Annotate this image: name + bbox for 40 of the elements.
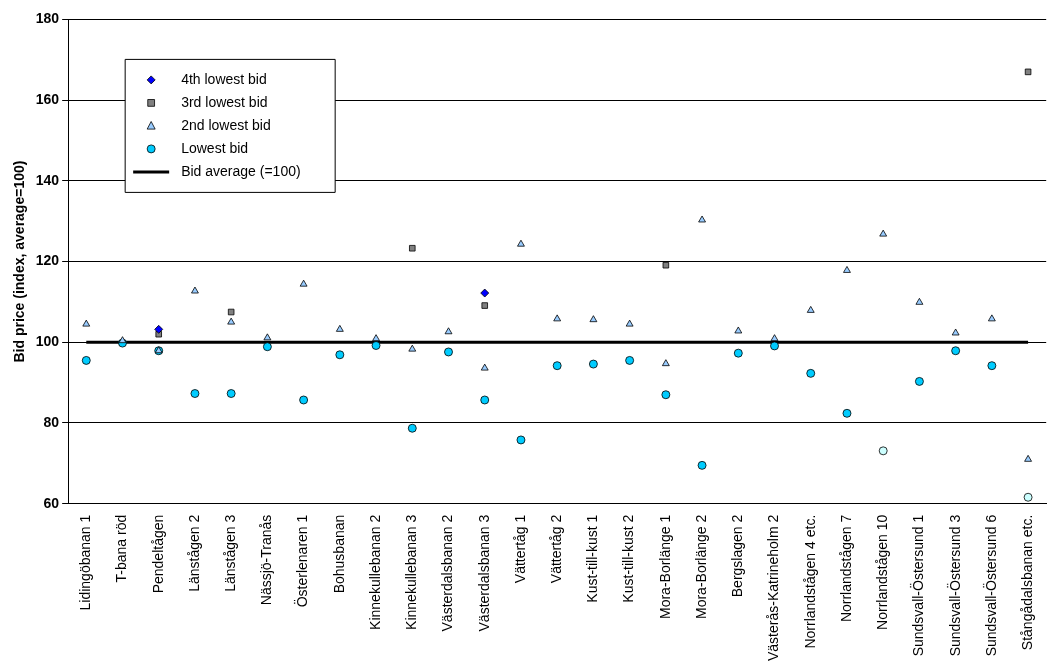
x-tick-label: Mora-Borlänge 1: [656, 514, 673, 619]
x-tick-label: Kust-till-kust 2: [620, 514, 637, 603]
x-tick-label: Stångådalsbanan etc.: [1018, 514, 1035, 651]
y-tick-label: 140: [35, 171, 60, 188]
y-tick-label: 100: [35, 333, 60, 350]
x-tick-label: Kinnekullebanan 2: [366, 514, 383, 630]
x-tick-label: Norrlandstågen 10: [874, 514, 891, 630]
x-tick-label: Pendeltågen: [149, 514, 166, 594]
y-tick-label: 180: [35, 10, 60, 27]
legend-label: 3rd lowest bid: [181, 93, 268, 110]
x-tick-label: Vättertåg 2: [548, 514, 565, 584]
x-tick-label: Kust-till-kust 1: [584, 514, 601, 603]
x-tick-label: Västerdalsbanan 2: [439, 514, 456, 632]
x-tick-label: Vättertåg 1: [511, 514, 528, 584]
x-tick-label: Sundsvall-Östersund 1: [909, 514, 927, 657]
x-tick-label: Sundsvall-Östersund 3: [945, 514, 963, 657]
x-tick-label: Västerås-Katrineholm 2: [765, 514, 782, 662]
x-tick-label: Sundsvall-Östersund 6: [981, 514, 999, 657]
y-axis-title: Bid price (index, average=100): [11, 160, 28, 363]
x-tick-label: Norrlandstågen 7: [837, 514, 854, 623]
y-tick-label: 60: [43, 494, 60, 511]
y-tick-label: 80: [43, 413, 60, 430]
legend-label: 2nd lowest bid: [181, 116, 271, 133]
x-tick-label: Norrlandstågen 4 etc.: [801, 514, 818, 649]
legend-label: Lowest bid: [181, 139, 249, 156]
y-tick-label: 160: [35, 90, 60, 107]
legend-label: Bid average (=100): [181, 162, 301, 179]
x-tick-label: Länstågen 3: [222, 514, 239, 592]
x-tick-label: Lidingöbanan 1: [77, 514, 94, 611]
x-tick-label: Nässjö-Tranås: [258, 514, 275, 606]
x-tick-label: Bergslagen 2: [729, 514, 746, 598]
y-tick-label: 120: [35, 252, 60, 269]
x-tick-label: Västerdalsbanan 3: [475, 514, 492, 632]
x-tick-label: T-bana röd: [113, 514, 130, 583]
x-tick-label: Mora-Borlänge 2: [692, 514, 709, 619]
x-tick-label: Länstågen 2: [185, 514, 202, 592]
legend-label: 4th lowest bid: [181, 70, 267, 87]
x-tick-label: Österlenaren 1: [293, 514, 311, 608]
x-tick-label: Kinnekullebanan 3: [403, 514, 420, 630]
x-tick-label: Bohusbanan: [330, 514, 347, 594]
